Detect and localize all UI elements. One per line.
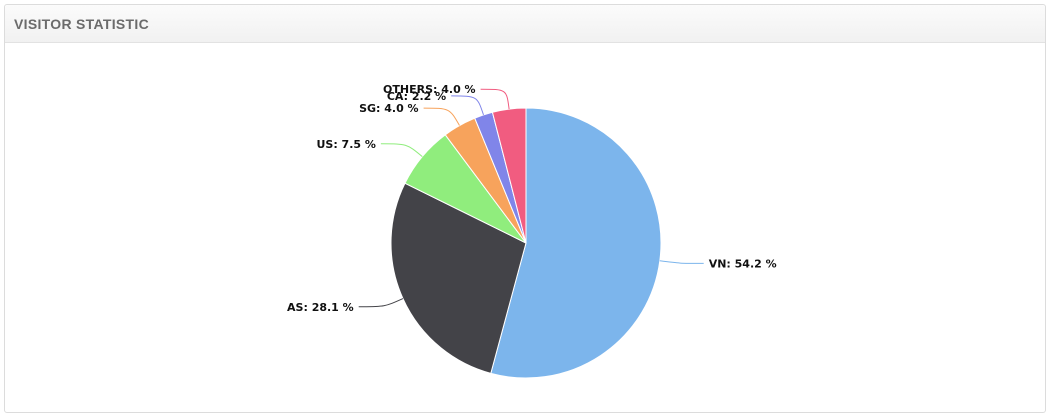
pie-connectors xyxy=(358,88,704,308)
chart-area: VN: 54.2 % AS: 28.1 % US: 7.5 % SG: 4.0 % CA… xyxy=(0,39,1046,416)
panel-title: VISITOR STATISTIC xyxy=(14,16,149,32)
pie-label-us: US: 7.5 % xyxy=(316,138,375,151)
pie-connector-vn xyxy=(659,260,704,264)
pie-connector-as xyxy=(358,298,404,308)
pie-label-others: OTHERS: 4.0 % xyxy=(383,83,476,96)
pie-connector-us xyxy=(380,143,423,157)
pie-label-as: AS: 28.1 % xyxy=(287,301,354,314)
pie-connector-others xyxy=(480,88,510,110)
pie-label-sg: SG: 4.0 % xyxy=(359,102,419,115)
pie-chart: VN: 54.2 % AS: 28.1 % US: 7.5 % SG: 4.0 %CA… xyxy=(287,83,777,379)
pie-label-vn: VN: 54.2 % xyxy=(709,257,777,270)
pie-labels: VN: 54.2 % AS: 28.1 % US: 7.5 % SG: 4.0 %CA… xyxy=(287,83,777,314)
pie-connector-sg xyxy=(423,107,460,126)
pie-label-ca: CA: 2.2 % xyxy=(387,90,446,103)
pie-slice-as[interactable] xyxy=(390,182,527,374)
panel-header: VISITOR STATISTIC xyxy=(5,5,1045,43)
pie-slices xyxy=(390,107,662,379)
pie-connector-ca xyxy=(451,95,484,116)
